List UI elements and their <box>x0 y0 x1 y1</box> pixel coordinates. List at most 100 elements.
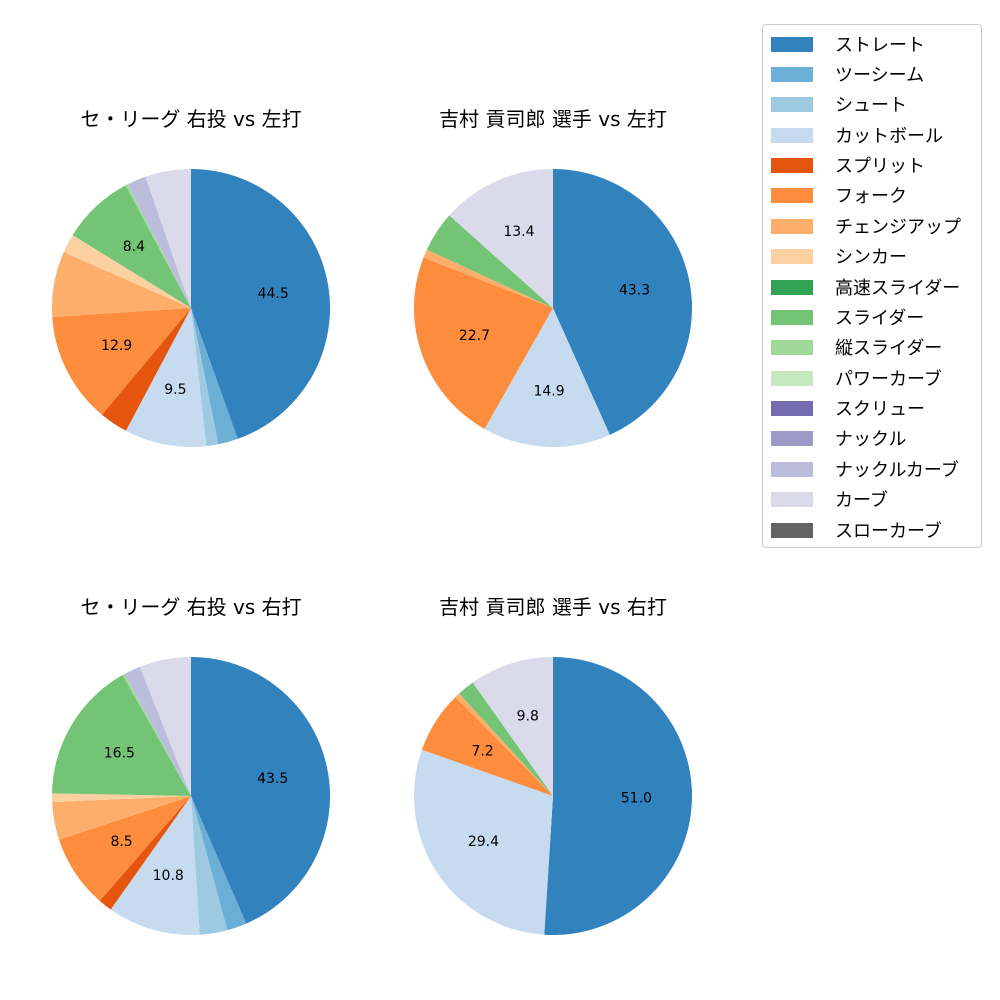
legend-label: スクリュー <box>835 399 925 420</box>
legend-swatch <box>771 430 813 446</box>
pie-slice <box>553 168 693 435</box>
pie-slice <box>52 675 192 796</box>
chart-title: セ・リーグ 右投 vs 右打 <box>80 595 302 619</box>
legend-label: チェンジアップ <box>835 217 961 238</box>
legend-label: 縦スライダー <box>835 338 943 359</box>
legend-item: スローカーブ <box>771 518 942 542</box>
pie-slice <box>191 796 247 931</box>
pie-slice <box>455 693 553 796</box>
legend: ストレート ツーシーム シュート カットボール スプリット フォーク チェンジア… <box>762 24 982 548</box>
pie-slice <box>122 673 191 796</box>
legend-item: 縦スライダー <box>771 335 942 359</box>
pie-slice <box>125 184 191 308</box>
slice-value-label: 22.7 <box>459 328 490 344</box>
legend-item: チェンジアップ <box>771 214 961 238</box>
pie-slice <box>423 249 553 308</box>
legend-label: スライダー <box>835 308 925 329</box>
chart-title: 吉村 貢司郎 選手 vs 左打 <box>439 107 667 131</box>
legend-label: シンカー <box>835 247 907 268</box>
legend-label: スプリット <box>835 156 925 177</box>
pie-slice <box>413 257 553 429</box>
pie-slice <box>52 252 191 317</box>
legend-label: ストレート <box>835 35 925 56</box>
legend-swatch <box>771 248 813 264</box>
slice-value-label: 8.5 <box>110 834 132 850</box>
slice-value-label: 43.3 <box>619 283 650 299</box>
pie-slice <box>72 185 191 308</box>
pie-slice <box>59 796 191 901</box>
legend-label: 高速スライダー <box>835 278 961 299</box>
pie-slice <box>484 308 610 447</box>
pie-slice <box>191 308 238 445</box>
legend-label: ナックル <box>835 429 907 450</box>
pie-slice <box>191 657 331 924</box>
legend-item: スプリット <box>771 153 925 177</box>
pie-slice <box>110 796 200 935</box>
legend-item: スライダー <box>771 305 924 329</box>
legend-item: パワーカーブ <box>771 366 942 390</box>
legend-item: ストレート <box>771 32 925 56</box>
pie-slice <box>472 657 553 796</box>
legend-item: ツーシーム <box>771 62 924 86</box>
legend-label: スローカーブ <box>835 521 942 542</box>
legend-label: シュート <box>835 95 907 116</box>
legend-swatch <box>771 157 813 173</box>
pie-slice <box>52 308 191 415</box>
pie-slice <box>63 235 191 308</box>
pie-slice <box>52 796 191 840</box>
pie-slice <box>421 697 553 796</box>
legend-item: 高速スライダー <box>771 275 960 299</box>
slice-value-label: 44.5 <box>258 286 289 302</box>
pie-slice <box>125 308 207 448</box>
pie-slice <box>191 308 219 447</box>
legend-swatch <box>771 339 813 355</box>
pie-slice <box>52 793 191 803</box>
legend-item: カーブ <box>771 487 888 511</box>
legend-label: フォーク <box>835 186 907 207</box>
slice-value-label: 14.9 <box>533 383 564 399</box>
legend-item: フォーク <box>771 183 907 207</box>
pie-slice <box>459 682 553 796</box>
legend-label: カーブ <box>835 490 888 511</box>
legend-item: ナックル <box>771 426 906 450</box>
pie-slice <box>544 657 692 935</box>
legend-item: スクリュー <box>771 396 925 420</box>
slice-value-label: 7.2 <box>471 743 493 759</box>
pie-slice <box>145 169 191 308</box>
slice-value-label: 43.5 <box>257 771 288 787</box>
slice-value-label: 9.8 <box>517 709 539 725</box>
slice-value-label: 9.5 <box>164 382 186 398</box>
pie-slice <box>139 657 191 796</box>
legend-swatch <box>771 370 813 386</box>
legend-swatch <box>771 66 813 82</box>
legend-swatch <box>771 187 813 203</box>
pie-slice <box>127 176 191 308</box>
legend-swatch <box>771 96 813 112</box>
slice-value-label: 29.4 <box>468 834 499 850</box>
pie-slice <box>413 749 553 935</box>
slice-value-label: 10.8 <box>153 868 184 884</box>
legend-item: シンカー <box>771 244 907 268</box>
slice-value-label: 12.9 <box>101 338 132 354</box>
slice-value-label: 8.4 <box>123 239 145 255</box>
chart-title: セ・リーグ 右投 vs 左打 <box>80 107 302 131</box>
legend-label: ツーシーム <box>835 65 925 86</box>
legend-swatch <box>771 522 813 538</box>
legend-item: カットボール <box>771 123 943 147</box>
pie: 51.0 29.4 7.2 9.8 <box>413 657 692 935</box>
pie-slice <box>449 169 553 308</box>
pie-slice <box>191 796 228 935</box>
legend-swatch <box>771 309 813 325</box>
pie-slice <box>99 796 191 910</box>
legend-label: パワーカーブ <box>835 369 942 390</box>
legend-item: ナックルカーブ <box>771 457 959 481</box>
pie-slice <box>101 308 191 431</box>
pie-slice <box>191 169 331 439</box>
slice-value-label: 13.4 <box>503 224 534 240</box>
legend-swatch <box>771 400 813 416</box>
slice-value-label: 51.0 <box>621 791 652 807</box>
legend-swatch <box>771 279 813 295</box>
pie: 44.5 9.5 12.9 8.4 <box>52 169 331 448</box>
legend-swatch <box>771 127 813 143</box>
legend-label: ナックルカーブ <box>835 460 959 481</box>
